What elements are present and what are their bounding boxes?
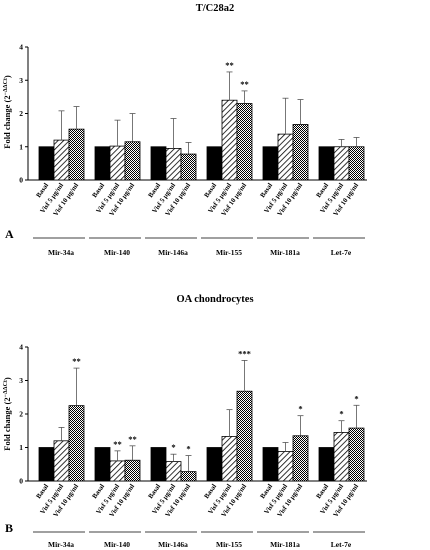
significance-marker: ** [128,434,137,444]
bar-visf10 [292,435,309,482]
x-level-label: Basal [91,182,106,199]
bar-basal [206,146,223,181]
x-level-label: Basal [259,483,274,500]
y-tick-label: 3 [19,76,23,85]
x-category-label: Let-7e [331,540,352,549]
bar-visf10 [68,405,85,482]
y-axis-label: Fold change (2−ΔΔCt) [2,75,12,149]
x-level-label: Basal [203,182,218,199]
x-level-label: Basal [203,483,218,500]
bar-basal [262,447,279,482]
bar-visf10 [348,146,365,181]
significance-marker: * [171,442,175,452]
y-tick-label: 4 [19,343,23,352]
x-category-label: Mir-181a [270,540,300,549]
y-tick-label: 3 [19,376,23,385]
y-axis-label-main: Fold change (2 [2,397,12,450]
y-axis-label-main: Fold change (2 [2,95,12,148]
bar-basal [318,447,335,482]
significance-marker: * [186,444,190,454]
bar-visf5 [109,460,126,482]
bar-basal [318,146,335,181]
y-tick-label: 1 [19,142,23,151]
x-category-label: Mir-146a [158,248,188,257]
significance-marker: ** [225,60,234,70]
x-category-label: Mir-181a [270,248,300,257]
bar-visf10 [124,459,141,482]
bar-visf10 [348,427,365,482]
chart-title: OA chondrocytes [176,294,253,305]
bar-visf5 [221,99,238,181]
x-category-label: Mir-140 [104,248,130,257]
bar-visf5 [165,461,182,482]
significance-marker: * [298,404,302,414]
y-tick-label: 2 [19,109,23,118]
bar-visf10 [68,128,85,181]
bar-basal [94,447,111,482]
bar-visf5 [277,451,294,482]
x-level-label: Basal [315,182,330,199]
x-category-label: Mir-155 [216,248,242,257]
panel-label: A [5,227,14,241]
y-tick-label: 1 [19,443,23,452]
bar-visf10 [236,390,253,482]
y-tick-label: 4 [19,43,23,52]
x-level-label: Basal [315,483,330,500]
bar-visf5 [53,139,70,181]
x-level-label: Basal [91,483,106,500]
x-category-label: Mir-140 [104,540,130,549]
bar-visf10 [124,141,141,181]
bar-visf10 [292,124,309,181]
y-axis-label: Fold change (2−ΔΔCt) [2,377,12,451]
x-category-label: Mir-34a [48,540,74,549]
x-level-label: Basal [259,182,274,199]
y-axis-label-end: ) [2,377,12,380]
panel-label: B [5,521,13,535]
x-category-label: Mir-34a [48,248,74,257]
significance-marker: ** [240,79,249,89]
bar-visf5 [53,440,70,482]
x-category-label: Mir-146a [158,540,188,549]
y-tick-label: 0 [19,176,23,185]
chart-title: T/C28a2 [196,3,235,14]
y-tick-label: 2 [19,410,23,419]
x-level-label: Basal [35,483,50,500]
significance-marker: * [339,409,343,419]
bar-visf5 [333,146,350,181]
x-level-label: Basal [147,182,162,199]
bar-visf10 [180,471,197,482]
bar-basal [150,447,167,482]
bar-visf10 [236,103,253,181]
bar-basal [94,146,111,181]
bar-basal [38,447,55,482]
significance-marker: * [354,393,358,403]
bar-basal [262,146,279,181]
bar-basal [150,146,167,181]
x-category-label: Let-7e [331,248,352,257]
x-level-label: Basal [35,182,50,199]
bar-visf5 [277,133,294,181]
y-axis-label-superscript: −ΔΔCt [3,78,9,95]
y-tick-label: 0 [19,477,23,486]
x-category-label: Mir-155 [216,540,242,549]
y-axis-label-superscript: −ΔΔCt [3,380,9,397]
significance-marker: ** [72,356,81,366]
x-level-label: Basal [147,483,162,500]
significance-marker: *** [238,348,251,358]
bar-visf10 [180,153,197,181]
y-axis-label-end: ) [2,75,12,78]
bar-visf5 [333,432,350,482]
bar-basal [206,447,223,482]
bar-visf5 [109,145,126,181]
significance-marker: ** [113,439,122,449]
chart-b: OA chondrocytes 0 1 2 3 4 Fold change (2−ΔΔCt… [2,294,367,549]
bar-visf5 [221,436,238,482]
bar-visf5 [165,148,182,181]
bar-basal [38,146,55,181]
